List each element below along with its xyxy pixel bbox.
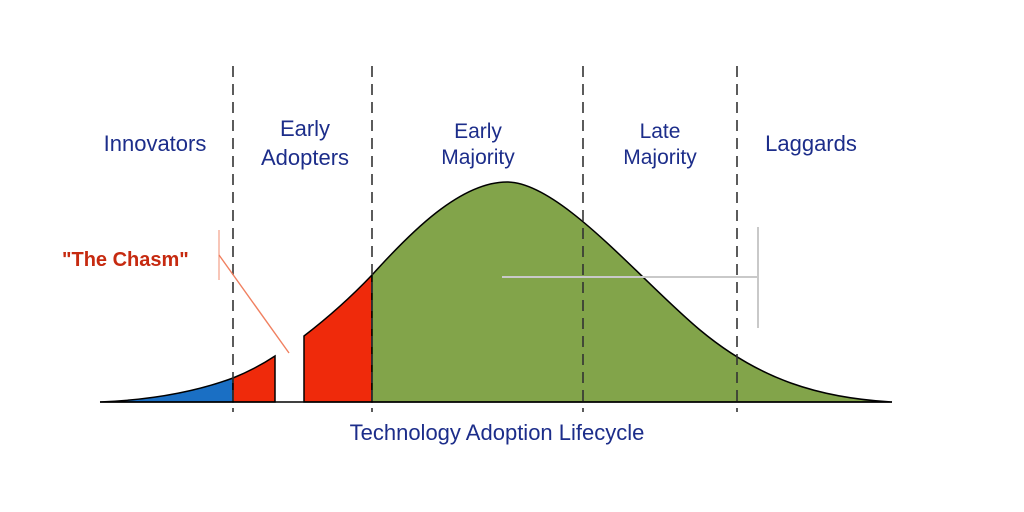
early-adopters-area-left bbox=[232, 354, 276, 403]
label-early-majority-line2: Majority bbox=[441, 146, 515, 169]
label-innovators: Innovators bbox=[104, 131, 207, 156]
diagram-title: Technology Adoption Lifecycle bbox=[350, 420, 645, 445]
label-late-majority-line1: Late bbox=[640, 120, 681, 143]
chasm-label: "The Chasm" bbox=[62, 249, 189, 271]
label-early-adopters-line1: Early bbox=[280, 116, 330, 141]
early-adopters-area-right bbox=[303, 273, 373, 403]
label-early-majority-line1: Early bbox=[454, 120, 502, 143]
label-late-majority-line2: Majority bbox=[623, 146, 697, 169]
label-early-adopters-line2: Adopters bbox=[261, 145, 349, 170]
label-laggards: Laggards bbox=[765, 131, 857, 156]
majority-laggards-area bbox=[371, 181, 893, 403]
chasm-pointer-line bbox=[218, 254, 290, 354]
innovators-area bbox=[99, 376, 234, 403]
